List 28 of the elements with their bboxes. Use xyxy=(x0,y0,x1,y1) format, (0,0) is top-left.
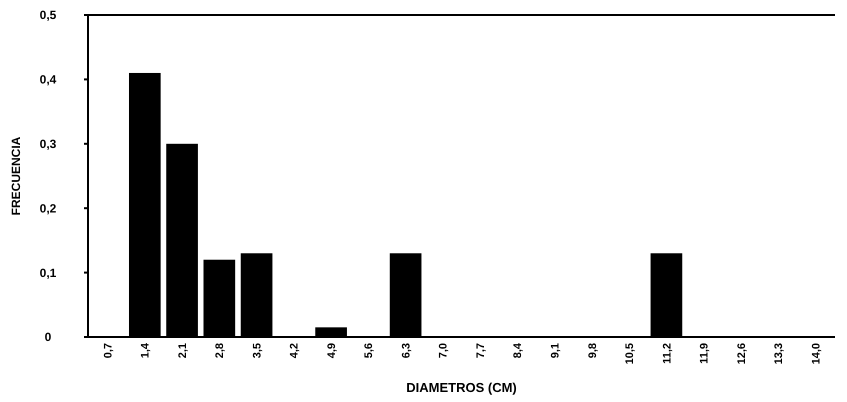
y-tick-label: 0,1 xyxy=(40,266,57,280)
x-tick-label: 12,6 xyxy=(736,343,748,364)
y-tick-label: 0,3 xyxy=(40,137,57,151)
x-tick-label: 10,5 xyxy=(624,343,636,364)
x-tick-label: 4,9 xyxy=(326,343,338,358)
x-tick-label: 1,4 xyxy=(140,342,152,358)
x-tick-label: 7,7 xyxy=(474,343,487,358)
x-tick-label: 0,7 xyxy=(102,343,114,358)
x-tick-label: 4,2 xyxy=(288,343,301,358)
x-tick-label: 3,5 xyxy=(251,343,264,358)
y-axis-title: FRECUENCIA xyxy=(9,136,23,216)
y-tick-label: 0,2 xyxy=(40,201,57,216)
x-axis-title: DIAMETROS (CM) xyxy=(406,380,517,395)
y-tick-label: 0,4 xyxy=(40,72,57,87)
x-tick-label: 5,6 xyxy=(363,343,376,358)
x-tick-label: 2,1 xyxy=(176,343,189,358)
x-tick-label: 14,0 xyxy=(810,343,822,364)
x-tick-label: 9,1 xyxy=(549,343,562,358)
x-tick-label: 6,3 xyxy=(400,343,412,358)
x-tick-label: 9,8 xyxy=(586,343,599,358)
x-tick-label: 11,9 xyxy=(698,343,711,364)
x-tick-label: 13,3 xyxy=(773,343,786,364)
y-tick-label: 0 xyxy=(44,330,52,344)
x-tick-label: 2,8 xyxy=(214,343,226,358)
x-tick-label: 11,2 xyxy=(661,343,674,364)
x-tick-label: 8,4 xyxy=(512,342,524,358)
y-tick-label: 0,5 xyxy=(40,8,57,22)
x-tick-label: 7,0 xyxy=(438,343,450,358)
